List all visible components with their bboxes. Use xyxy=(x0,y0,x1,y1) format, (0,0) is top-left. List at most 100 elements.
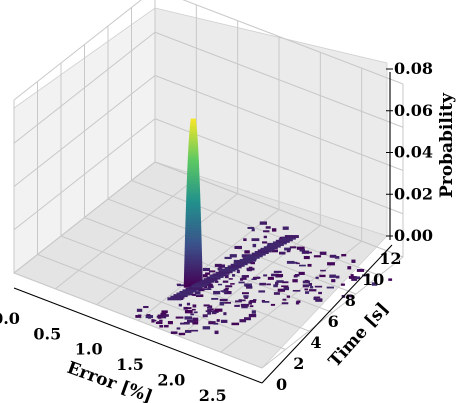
surface-patch xyxy=(188,141,198,145)
surface-patch xyxy=(186,302,191,306)
surface-patch xyxy=(191,284,206,288)
surface-patch xyxy=(248,313,257,318)
surface-patch xyxy=(303,255,310,260)
surface-patch xyxy=(198,288,205,292)
surface-patch xyxy=(262,241,268,244)
surface-patch xyxy=(371,282,378,286)
surface-patch xyxy=(182,289,197,293)
surface-patch xyxy=(314,285,323,288)
grid-line xyxy=(84,217,333,313)
surface-patch xyxy=(273,292,280,295)
surface-patch xyxy=(218,270,233,274)
surface-patch xyxy=(218,264,226,268)
surface-patch xyxy=(281,285,289,288)
surface-patch xyxy=(263,274,268,277)
surface-patch xyxy=(249,300,257,303)
x-tick-label: 0.5 xyxy=(33,324,61,343)
surface-patch xyxy=(192,294,201,296)
surface-patch xyxy=(335,256,340,259)
surface-patch xyxy=(184,250,202,254)
surface-patch xyxy=(188,144,199,148)
surface-patch xyxy=(276,273,284,278)
surface-patch xyxy=(315,276,319,279)
surface-patch xyxy=(244,296,248,299)
surface-patch xyxy=(319,251,327,255)
surface-patch xyxy=(187,173,200,177)
z-tick-label: 0.08 xyxy=(394,59,433,78)
y-tick-label: 12 xyxy=(379,249,401,268)
grid-line xyxy=(131,180,380,276)
surface-patch xyxy=(185,209,201,213)
surface-patch xyxy=(152,319,157,322)
surface-patch xyxy=(178,303,182,307)
surface-patch xyxy=(341,254,347,257)
x-tick-label: 0.0 xyxy=(0,309,20,328)
surface-patch xyxy=(313,296,321,299)
z-tick-label: 0.04 xyxy=(394,143,433,162)
surface-patch xyxy=(209,270,216,273)
surface-patch xyxy=(185,235,202,239)
grid-line xyxy=(107,198,357,295)
surface-patch xyxy=(185,287,200,291)
surface-patch xyxy=(271,273,279,277)
surface-patch xyxy=(184,274,203,278)
surface-patch xyxy=(183,276,203,280)
surface-patch xyxy=(239,258,254,262)
surface-patch xyxy=(188,149,199,153)
surface-patch xyxy=(299,248,305,252)
surface-patch xyxy=(272,241,287,245)
surface-patch xyxy=(186,180,200,184)
surface-patch xyxy=(284,235,299,239)
surface-patch xyxy=(283,286,290,291)
surface-patch xyxy=(176,283,181,286)
grid-line xyxy=(154,75,404,171)
surface-patch xyxy=(219,298,228,302)
y-tick-label: 2 xyxy=(293,354,304,373)
surface-patch xyxy=(235,300,239,303)
surface-patch xyxy=(202,267,211,272)
surface-patch xyxy=(223,288,229,292)
surface-patch xyxy=(230,263,245,267)
surface-patch xyxy=(281,236,296,240)
surface-patch xyxy=(260,247,275,251)
x-tick-label: 2.5 xyxy=(199,386,227,403)
x-tick-label: 2.0 xyxy=(157,370,185,389)
surface-patch xyxy=(239,278,244,281)
surface-patch xyxy=(207,308,212,311)
grid-line xyxy=(13,118,156,231)
surface-patch xyxy=(292,289,301,292)
grid-line xyxy=(154,31,404,128)
surface-patch xyxy=(307,263,312,267)
surface-patch xyxy=(249,305,254,308)
surface-patch xyxy=(239,319,247,323)
surface-patch xyxy=(187,157,199,161)
surface-patch xyxy=(217,283,223,286)
surface-patch xyxy=(187,154,199,158)
surface-patch xyxy=(207,311,212,315)
surface-patch xyxy=(202,326,211,330)
surface-patch xyxy=(275,281,279,286)
surface-patch xyxy=(248,301,252,305)
surface-patch xyxy=(253,299,257,301)
surface-patch xyxy=(184,256,203,260)
surface-patch xyxy=(295,262,300,265)
z-tick-label: 0.02 xyxy=(394,184,433,203)
surface-patch xyxy=(143,305,149,309)
surface-patch xyxy=(184,245,202,249)
surface-patch xyxy=(244,317,251,321)
surface-patch xyxy=(259,282,266,286)
surface-patch xyxy=(160,312,167,315)
grid-line xyxy=(182,0,404,85)
surface-patch xyxy=(295,301,300,305)
surface-patch xyxy=(207,286,211,290)
surface-patch xyxy=(266,283,271,286)
surface-patch xyxy=(320,269,326,272)
surface-patch xyxy=(286,295,290,298)
surface-patch xyxy=(304,288,308,291)
surface-patch xyxy=(186,193,201,197)
surface-patch xyxy=(253,276,261,279)
surface-patch xyxy=(282,226,289,230)
surface-patch xyxy=(188,147,199,151)
surface-patch xyxy=(354,276,361,280)
